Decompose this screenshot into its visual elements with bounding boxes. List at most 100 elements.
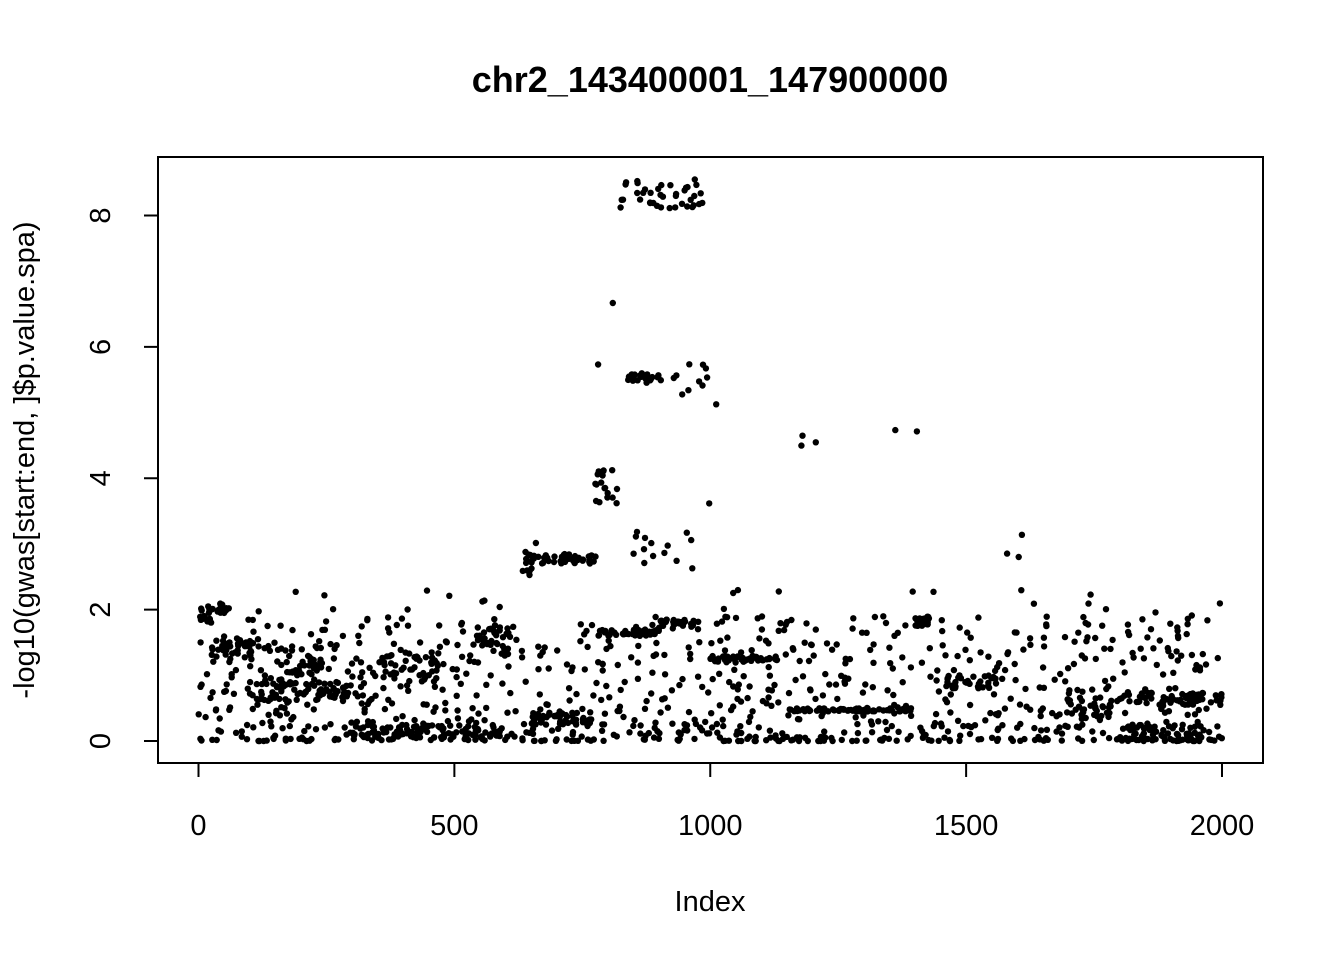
data-point [681, 721, 688, 728]
data-point [284, 699, 291, 706]
data-point [920, 731, 928, 738]
data-point [880, 613, 887, 620]
data-point [352, 690, 359, 697]
data-point [368, 695, 375, 703]
data-point [207, 619, 215, 626]
data-point [290, 713, 297, 721]
data-point [956, 672, 963, 679]
data-point [1080, 709, 1087, 716]
data-point [650, 734, 658, 741]
data-point [994, 735, 1002, 743]
data-point [771, 655, 779, 662]
data-point [805, 657, 813, 665]
data-point [629, 630, 636, 638]
data-point [653, 627, 661, 635]
data-point [1092, 655, 1100, 663]
data-point [867, 646, 874, 654]
data-point [431, 683, 439, 690]
data-point [691, 716, 698, 723]
y-tick-label: 8 [85, 207, 117, 223]
data-point [364, 734, 371, 742]
data-point [749, 708, 756, 715]
data-point [1105, 713, 1112, 721]
data-point [890, 691, 897, 699]
data-point [314, 696, 321, 703]
data-point [1018, 531, 1026, 538]
data-point [985, 653, 992, 660]
data-point [230, 690, 238, 697]
data-point [716, 670, 723, 677]
data-point [440, 660, 447, 668]
data-point [404, 606, 411, 613]
data-point [598, 727, 606, 734]
data-point [267, 675, 274, 682]
data-point [641, 559, 648, 567]
data-point [862, 681, 869, 688]
data-point [520, 720, 528, 728]
data-point [828, 646, 836, 653]
data-point [327, 640, 334, 648]
data-point [954, 652, 961, 660]
data-point [306, 737, 313, 744]
data-point [876, 706, 883, 713]
data-point [322, 618, 330, 625]
data-point [381, 705, 389, 713]
data-point [985, 684, 993, 691]
data-point [247, 663, 254, 670]
data-point [713, 720, 721, 728]
data-point [621, 678, 628, 686]
data-point [304, 652, 312, 660]
data-point [966, 657, 973, 664]
data-point [863, 629, 870, 636]
data-point [1092, 695, 1099, 702]
data-point [1004, 649, 1012, 656]
data-point [282, 735, 289, 742]
data-point [1119, 659, 1126, 666]
data-point [868, 729, 876, 736]
data-point [617, 204, 624, 211]
data-point [530, 710, 537, 717]
data-point [254, 636, 262, 643]
data-point [869, 684, 876, 691]
data-point [369, 729, 376, 736]
data-point [947, 691, 954, 698]
data-point [217, 728, 225, 735]
data-point [473, 632, 481, 639]
data-point [794, 715, 802, 723]
data-point [238, 728, 245, 735]
data-point [970, 673, 977, 680]
data-point [914, 622, 921, 629]
data-point [1181, 701, 1189, 708]
data-point [505, 663, 512, 670]
data-point [785, 712, 792, 719]
data-point [1184, 711, 1191, 718]
data-point [491, 616, 498, 623]
data-point [264, 622, 271, 630]
data-point [755, 724, 762, 731]
data-point [613, 733, 620, 740]
data-point [454, 641, 461, 649]
data-point [364, 615, 371, 623]
data-point [1085, 600, 1092, 607]
data-point [838, 672, 845, 679]
data-point [766, 672, 774, 679]
data-point [907, 712, 915, 719]
data-point [380, 674, 387, 681]
data-point [398, 731, 405, 738]
data-point [652, 613, 659, 621]
data-point [801, 639, 808, 646]
data-point [544, 701, 551, 708]
data-point [229, 650, 236, 657]
data-point [745, 718, 753, 726]
data-point [1159, 671, 1167, 678]
data-point [689, 565, 696, 572]
data-point [985, 679, 992, 686]
data-point [966, 730, 974, 738]
data-point [942, 696, 949, 703]
data-point [1206, 736, 1213, 743]
data-point [609, 299, 616, 307]
data-point [572, 716, 580, 723]
data-point [668, 687, 676, 694]
data-point [913, 428, 921, 435]
